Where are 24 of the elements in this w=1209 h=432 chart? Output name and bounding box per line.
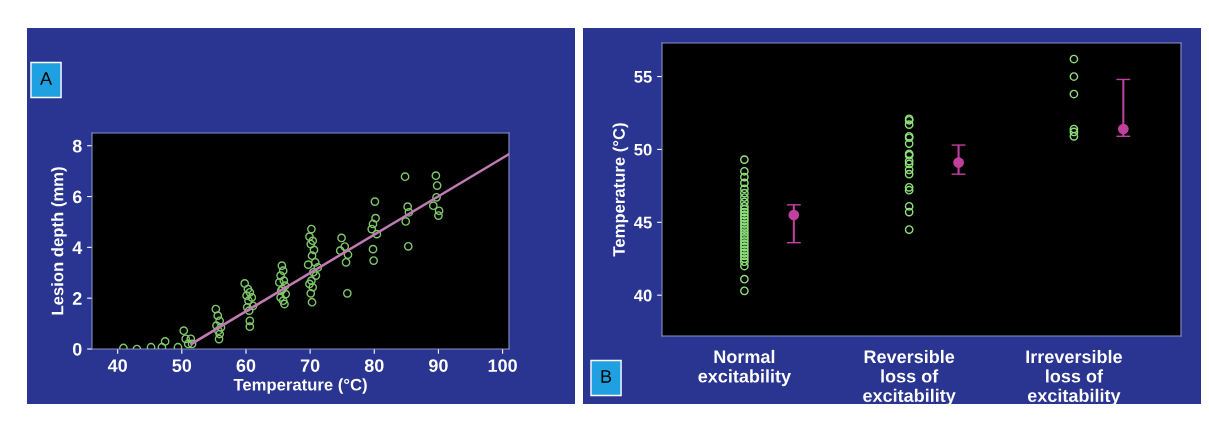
x-tick-label: 90 bbox=[429, 359, 448, 372]
x-axis-title: Temperature (°C) bbox=[233, 378, 367, 394]
x-tick-label: 40 bbox=[107, 359, 127, 372]
y-tick-label: 55 bbox=[634, 71, 652, 83]
y-tick-label: 45 bbox=[633, 216, 652, 229]
x-tick-label: 100 bbox=[488, 359, 517, 372]
y-tick-label: 8 bbox=[72, 139, 82, 153]
y-tick-label: 50 bbox=[634, 143, 652, 156]
y-tick-label: 40 bbox=[633, 289, 652, 302]
x-tick-label: Normal excitability bbox=[698, 349, 791, 387]
y-tick-label: 6 bbox=[72, 190, 82, 204]
x-tick-label: 80 bbox=[364, 359, 384, 372]
x-tick-label: Reversible loss of excitability bbox=[863, 349, 956, 406]
y-axis-title: Lesion depth (mm) bbox=[51, 167, 67, 315]
text: A bbox=[40, 72, 53, 85]
y-tick-label: 4 bbox=[72, 241, 83, 254]
y-axis-title: Temperature (°C) bbox=[612, 123, 629, 257]
x-tick-label: 50 bbox=[172, 359, 192, 372]
text: B bbox=[601, 370, 612, 383]
x-tick-label: 70 bbox=[300, 359, 320, 372]
x-tick-label: 60 bbox=[236, 359, 256, 372]
x-tick-label: Irreversible loss of excitability bbox=[1026, 349, 1122, 406]
y-tick-label: 2 bbox=[72, 292, 82, 305]
y-tick-label: 0 bbox=[72, 342, 82, 356]
